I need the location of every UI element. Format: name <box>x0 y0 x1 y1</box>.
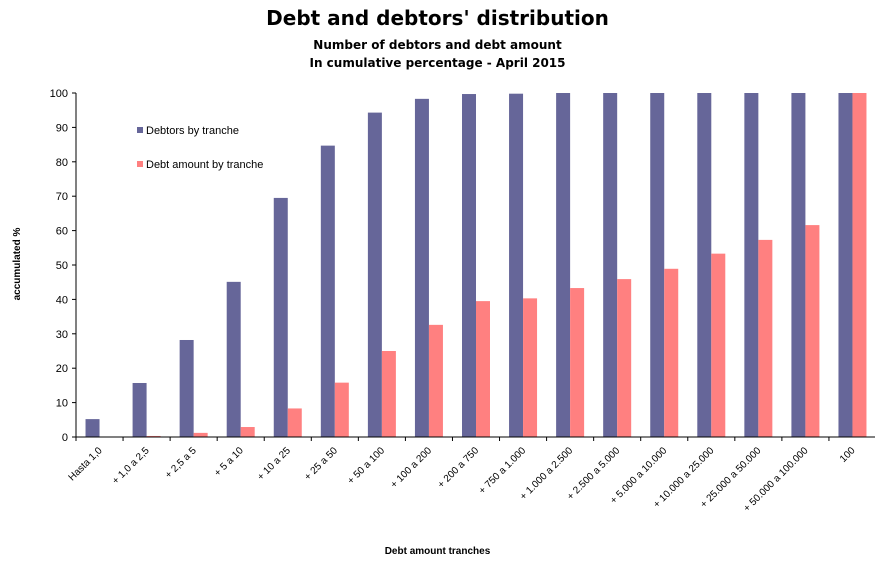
x-tick-label: + 1,0 a 2,5 <box>110 445 152 487</box>
bar-series-2 <box>570 288 584 437</box>
bar-series-2 <box>429 325 443 437</box>
bar-series-2 <box>711 254 725 437</box>
x-tick-label: + 5 a 10 <box>212 445 246 479</box>
y-tick-label: 50 <box>56 260 68 272</box>
x-tick-label: + 25 a 50 <box>302 445 340 483</box>
x-tick-label: + 200 a 750 <box>436 445 482 491</box>
bar-series-1 <box>509 94 523 437</box>
bar-series-1 <box>462 94 476 437</box>
bar-series-1 <box>791 93 805 437</box>
bar-series-1 <box>86 419 100 437</box>
x-tick-label: 100 <box>838 445 858 465</box>
bar-series-1 <box>697 93 711 437</box>
bar-series-2 <box>194 433 208 437</box>
bar-series-2 <box>617 279 631 437</box>
legend-swatch <box>137 161 143 167</box>
bar-series-1 <box>274 198 288 437</box>
y-tick-label: 80 <box>56 157 68 169</box>
bar-series-1 <box>321 146 335 437</box>
bar-series-2 <box>335 383 349 437</box>
bar-series-1 <box>744 93 758 437</box>
x-tick-label: + 10 a 25 <box>255 445 293 483</box>
x-tick-label: + 2,5 a 5 <box>163 445 199 481</box>
bar-series-2 <box>523 298 537 437</box>
bar-series-2 <box>382 351 396 437</box>
x-tick-label: + 50 a 100 <box>346 445 388 487</box>
x-tick-label: + 750 a 1.000 <box>477 445 529 497</box>
x-tick-label: Hasta 1,0 <box>67 445 105 483</box>
bar-series-2 <box>805 225 819 437</box>
bar-series-2 <box>664 269 678 437</box>
bar-series-1 <box>838 93 852 437</box>
bar-series-1 <box>133 383 147 437</box>
y-tick-label: 70 <box>56 191 68 203</box>
bar-series-1 <box>368 113 382 437</box>
bar-series-1 <box>415 99 429 437</box>
bar-series-1 <box>556 93 570 437</box>
y-tick-label: 100 <box>50 88 68 100</box>
bar-series-2 <box>288 408 302 437</box>
y-tick-label: 40 <box>56 294 68 306</box>
y-tick-label: 0 <box>62 432 68 444</box>
legend-label: Debtors by tranche <box>146 125 239 137</box>
legend-swatch <box>137 127 143 133</box>
y-tick-label: 90 <box>56 122 68 134</box>
y-tick-label: 10 <box>56 398 68 410</box>
bar-series-2 <box>241 427 255 437</box>
x-tick-label: + 100 a 200 <box>389 445 435 491</box>
bar-series-1 <box>227 282 241 437</box>
y-tick-label: 60 <box>56 226 68 238</box>
bar-series-2 <box>852 93 866 437</box>
bar-series-1 <box>603 93 617 437</box>
bar-series-1 <box>650 93 664 437</box>
y-tick-label: 20 <box>56 363 68 375</box>
legend-label: Debt amount by tranche <box>146 159 263 171</box>
y-tick-label: 30 <box>56 329 68 341</box>
bar-series-2 <box>758 240 772 437</box>
bar-series-1 <box>180 340 194 437</box>
bar-series-2 <box>476 301 490 437</box>
